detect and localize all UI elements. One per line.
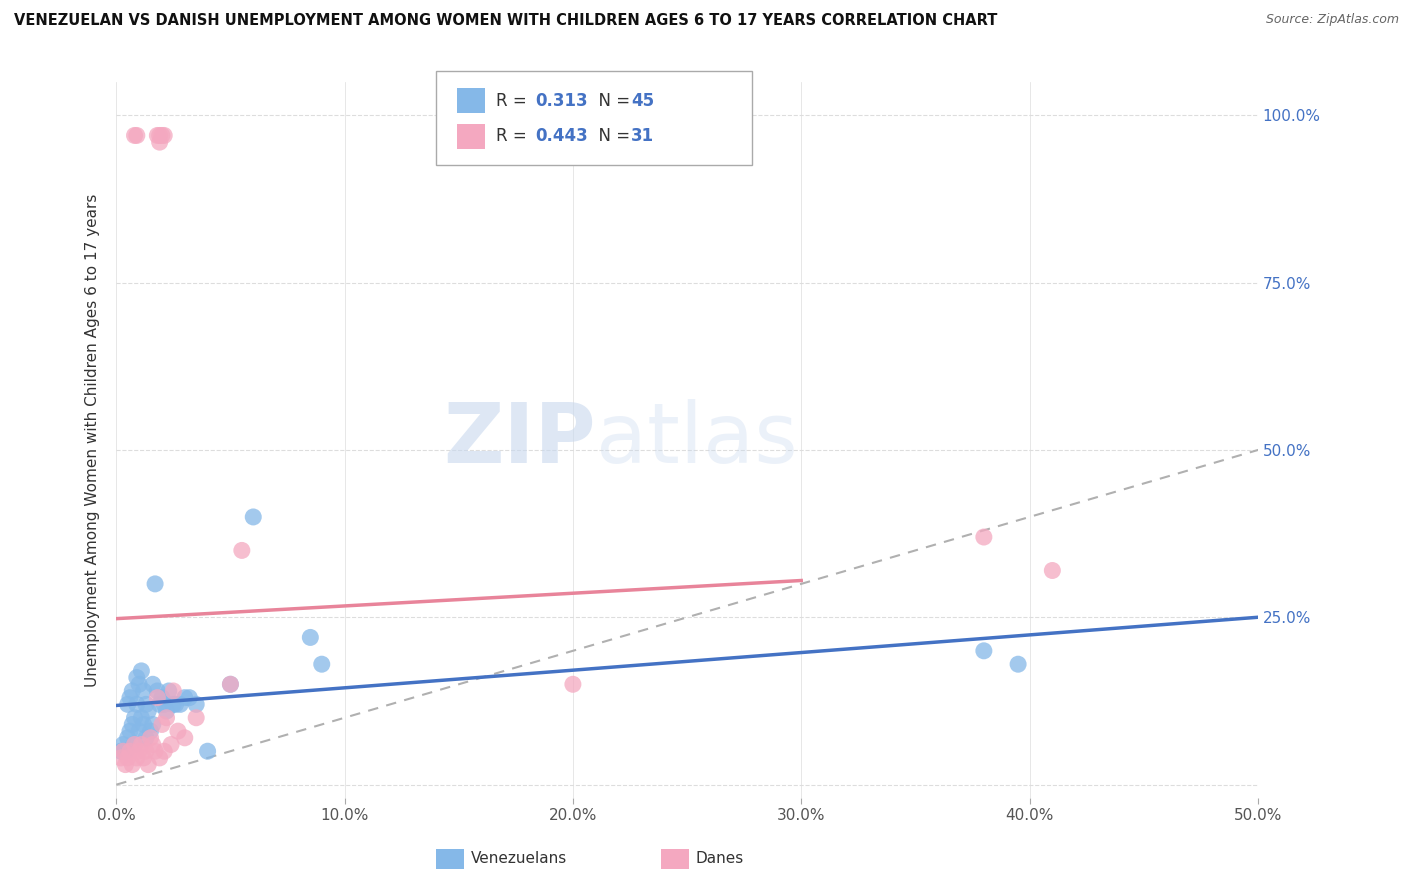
Point	[153, 698, 176, 712]
Point	[162, 698, 184, 712]
Point	[299, 631, 322, 645]
Point	[149, 698, 172, 712]
Point	[117, 731, 139, 745]
Point	[136, 704, 159, 718]
Point	[149, 135, 172, 149]
Point	[146, 690, 169, 705]
Point	[121, 757, 143, 772]
Text: R =: R =	[496, 128, 533, 145]
Point	[155, 711, 177, 725]
Point	[131, 738, 153, 752]
Point	[110, 744, 132, 758]
Point	[128, 677, 150, 691]
Point	[114, 744, 136, 758]
Point	[973, 644, 995, 658]
Point	[311, 657, 333, 672]
Point	[173, 731, 195, 745]
Text: R =: R =	[496, 92, 533, 110]
Point	[136, 757, 159, 772]
Point	[117, 751, 139, 765]
Point	[561, 677, 583, 691]
Point	[142, 677, 165, 691]
Point	[973, 530, 995, 544]
Point	[124, 738, 146, 752]
Point	[132, 751, 155, 765]
Text: VENEZUELAN VS DANISH UNEMPLOYMENT AMONG WOMEN WITH CHILDREN AGES 6 TO 17 YEARS C: VENEZUELAN VS DANISH UNEMPLOYMENT AMONG …	[14, 13, 997, 29]
Point	[121, 684, 143, 698]
Point	[219, 677, 242, 691]
Point	[219, 677, 242, 691]
Point	[135, 731, 157, 745]
Point	[153, 128, 176, 143]
Point	[242, 510, 264, 524]
Point	[167, 724, 190, 739]
Point	[139, 731, 162, 745]
Text: Danes: Danes	[696, 851, 744, 865]
Point	[1007, 657, 1029, 672]
Point	[153, 744, 176, 758]
Text: Source: ZipAtlas.com: Source: ZipAtlas.com	[1265, 13, 1399, 27]
Point	[131, 711, 153, 725]
Text: N =: N =	[588, 92, 636, 110]
Point	[124, 738, 146, 752]
Point	[112, 744, 135, 758]
Point	[169, 698, 191, 712]
Point	[197, 744, 219, 758]
Text: N =: N =	[588, 128, 636, 145]
Point	[124, 128, 146, 143]
Text: atlas: atlas	[596, 400, 797, 481]
Point	[143, 744, 166, 758]
Point	[135, 744, 157, 758]
Point	[132, 717, 155, 731]
Text: Venezuelans: Venezuelans	[471, 851, 567, 865]
Point	[150, 128, 173, 143]
Point	[1040, 564, 1063, 578]
Point	[143, 577, 166, 591]
Point	[110, 751, 132, 765]
Point	[125, 128, 148, 143]
Point	[155, 704, 177, 718]
Point	[186, 711, 208, 725]
Point	[142, 738, 165, 752]
Point	[118, 744, 141, 758]
Point	[149, 128, 172, 143]
Point	[118, 690, 141, 705]
Point	[160, 738, 183, 752]
Y-axis label: Unemployment Among Women with Children Ages 6 to 17 years: Unemployment Among Women with Children A…	[86, 194, 100, 687]
Point	[150, 717, 173, 731]
Point	[112, 738, 135, 752]
Point	[149, 751, 172, 765]
Point	[231, 543, 253, 558]
Text: 31: 31	[631, 128, 654, 145]
Point	[128, 724, 150, 739]
Point	[139, 724, 162, 739]
Point	[173, 690, 195, 705]
Point	[131, 664, 153, 678]
Point	[165, 698, 187, 712]
Point	[121, 717, 143, 731]
Point	[146, 128, 169, 143]
Point	[125, 751, 148, 765]
Point	[128, 744, 150, 758]
Point	[142, 717, 165, 731]
Point	[132, 684, 155, 698]
Point	[162, 684, 184, 698]
Text: 0.313: 0.313	[536, 92, 588, 110]
Point	[114, 757, 136, 772]
Text: ZIP: ZIP	[443, 400, 596, 481]
Point	[125, 671, 148, 685]
Point	[157, 684, 180, 698]
Point	[124, 711, 146, 725]
Point	[150, 690, 173, 705]
Text: 0.443: 0.443	[536, 128, 589, 145]
Point	[125, 698, 148, 712]
Point	[146, 684, 169, 698]
Point	[186, 698, 208, 712]
Point	[118, 724, 141, 739]
Point	[179, 690, 201, 705]
Text: 45: 45	[631, 92, 654, 110]
Point	[117, 698, 139, 712]
Point	[135, 698, 157, 712]
